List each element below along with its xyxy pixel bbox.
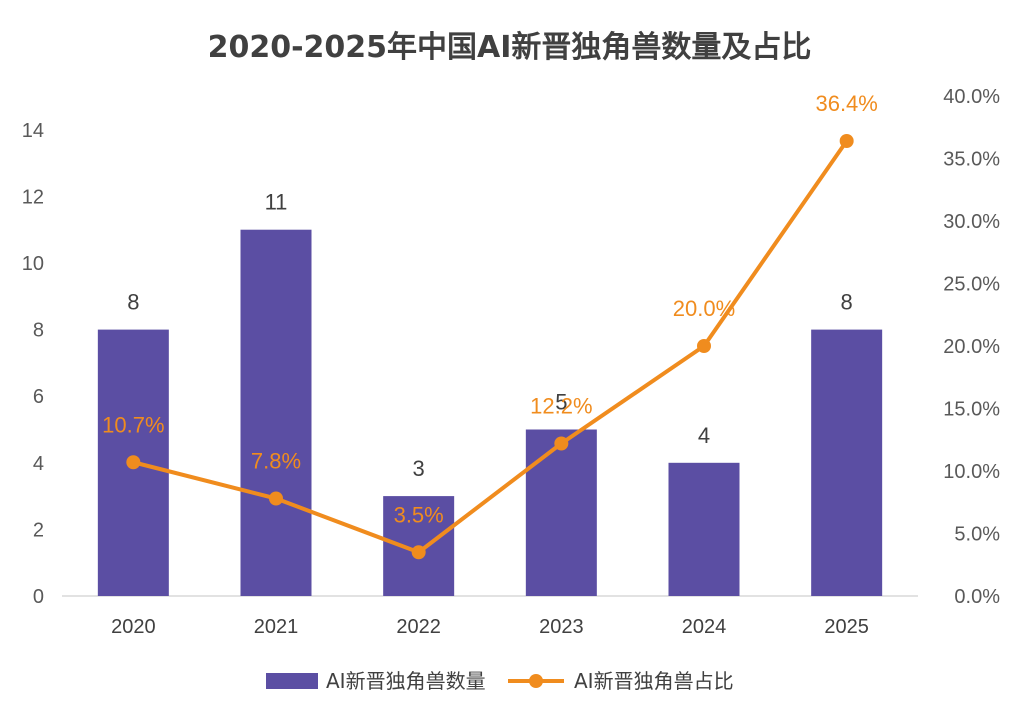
left-axis-tick-2: 2 — [33, 519, 44, 541]
x-axis-tick-2024: 2024 — [682, 616, 727, 638]
right-axis-tick: 10.0% — [943, 461, 1000, 483]
percent-point-2023 — [554, 436, 569, 451]
x-axis-tick-2022: 2022 — [396, 616, 441, 638]
legend-label-bar: AI新晋独角兽数量 — [326, 669, 486, 693]
left-axis-tick-14: 14 — [22, 120, 44, 142]
bar-value-label: 8 — [127, 290, 139, 315]
bar-2023 — [525, 429, 597, 596]
legend-swatch-marker — [529, 674, 543, 688]
chart-title: 2020-2025年中国AI新晋独角兽数量及占比 — [207, 30, 812, 65]
percent-value-label: 10.7% — [102, 412, 164, 437]
percent-value-label: 3.5% — [394, 502, 444, 527]
legend-label-line: AI新晋独角兽占比 — [574, 669, 734, 693]
percent-point-2024 — [697, 339, 711, 353]
legend-swatch-bar — [266, 673, 318, 689]
right-axis-tick: 0.0% — [954, 586, 1000, 608]
bar-2021 — [240, 229, 312, 596]
right-axis-tick: 30.0% — [943, 211, 1000, 233]
x-axis-tick-2025: 2025 — [824, 616, 869, 638]
left-axis-tick-0: 0 — [33, 586, 44, 608]
left-axis-tick-12: 12 — [22, 186, 44, 208]
x-axis-tick-2021: 2021 — [254, 616, 299, 638]
bar-value-label: 4 — [698, 423, 710, 448]
x-axis-tick-2023: 2023 — [539, 616, 584, 638]
left-axis-tick-4: 4 — [33, 453, 44, 475]
percent-value-label: 12.2% — [530, 394, 592, 419]
bar-value-label: 8 — [841, 290, 853, 315]
percent-value-label: 36.4% — [815, 91, 877, 116]
percent-value-label: 20.0% — [673, 296, 735, 321]
left-axis-tick-6: 6 — [33, 386, 44, 408]
left-axis-tick-10: 10 — [22, 253, 44, 275]
bar-value-label: 5 — [555, 390, 567, 415]
x-axis-tick-2020: 2020 — [111, 616, 156, 638]
right-axis-tick: 40.0% — [943, 86, 1000, 108]
right-axis-tick: 5.0% — [954, 524, 1000, 546]
right-axis-tick: 35.0% — [943, 149, 1000, 171]
bar-value-label: 3 — [413, 456, 425, 481]
percent-point-2025 — [839, 134, 854, 148]
bar-2025 — [811, 329, 883, 596]
left-axis-tick-8: 8 — [33, 320, 44, 342]
percent-point-2021 — [269, 491, 283, 506]
right-axis-tick: 20.0% — [943, 336, 1000, 358]
percent-point-2020 — [126, 455, 141, 470]
percent-point-2022 — [411, 545, 426, 560]
right-axis-tick: 25.0% — [943, 274, 1000, 296]
percent-value-label: 7.8% — [251, 449, 301, 474]
bar-2024 — [668, 462, 740, 596]
right-axis-tick: 15.0% — [943, 399, 1000, 421]
bar-value-label: 11 — [265, 190, 288, 215]
percent-line — [132, 139, 849, 555]
